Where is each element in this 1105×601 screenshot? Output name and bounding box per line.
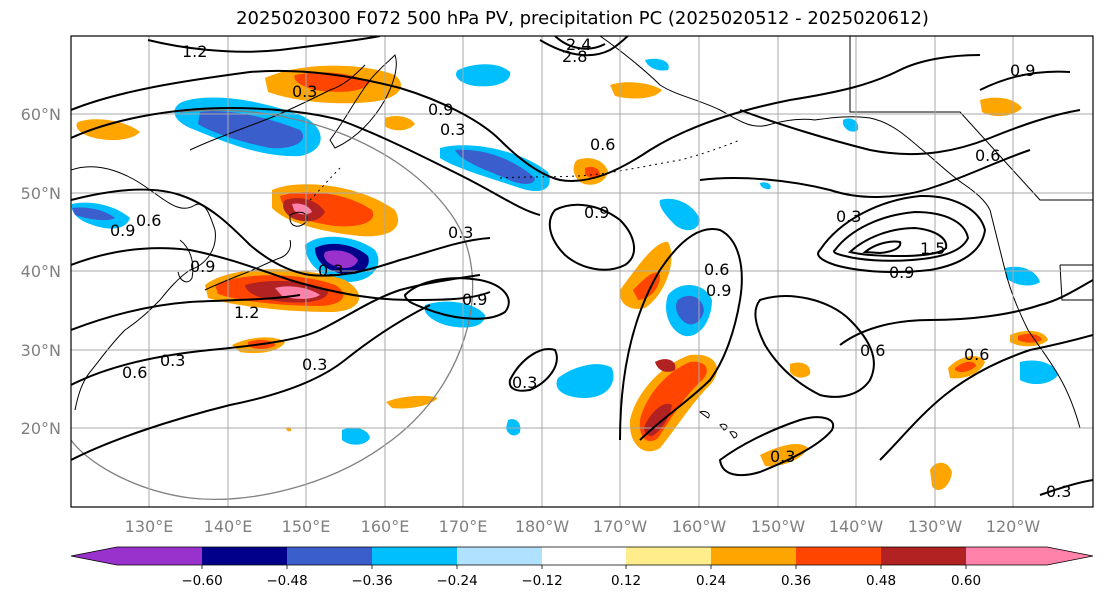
- lon-label: 140°E: [204, 517, 253, 536]
- latitude-labels: 60°N 50°N 40°N 30°N 20°N: [21, 105, 61, 438]
- lon-label: 170°W: [593, 517, 648, 536]
- colorbar-segment: [542, 547, 626, 565]
- lat-label: 20°N: [21, 419, 61, 438]
- colorbar-segment: [796, 547, 881, 565]
- pv-contours: [71, 36, 1093, 496]
- contour-label: 1.2: [182, 42, 207, 61]
- lon-label: 160°E: [361, 517, 410, 536]
- colorbar-segment: [71, 547, 117, 565]
- colorbar-tick-label: −0.24: [436, 573, 477, 589]
- colorbar-outline: [70, 546, 1094, 566]
- contour-label: 0.3: [512, 373, 537, 392]
- contour-label: 2.4: [566, 35, 591, 54]
- contour-label: 0.3: [292, 82, 317, 101]
- colorbar-segment: [117, 547, 202, 565]
- contour-label: 0.9: [110, 221, 135, 240]
- lat-label: 60°N: [21, 105, 61, 124]
- contour-label: 0.6: [136, 211, 161, 230]
- colorbar-segment: [457, 547, 542, 565]
- lat-label: 30°N: [21, 341, 61, 360]
- colorbar-segment: [966, 547, 1047, 565]
- colorbar-tick-label: −0.36: [351, 573, 392, 589]
- colorbar-segment: [372, 547, 457, 565]
- contour-label: 0.6: [122, 363, 147, 382]
- colorbar-tick-label: −0.48: [266, 573, 307, 589]
- contour-label: 0.9: [1010, 61, 1035, 80]
- lon-label: 150°E: [282, 517, 331, 536]
- lon-label: 170°E: [439, 517, 488, 536]
- contour-label: 0.3: [318, 261, 343, 280]
- colorbar-tick-label: 0.36: [781, 573, 811, 589]
- contour-label: 0.3: [770, 447, 795, 466]
- colorbar-segment: [287, 547, 372, 565]
- contour-label: 0.3: [1046, 482, 1071, 501]
- precip-shading: [71, 58, 1058, 490]
- colorbar-tick-label: 0.24: [696, 573, 726, 589]
- colorbar-tick-label: −0.12: [521, 573, 562, 589]
- contour-label-group: 1.2 0.3 0.9 0.6 0.9 0.6 0.3 0.9 0.3 0.9 …: [110, 35, 1071, 501]
- contour-label: 0.3: [440, 120, 465, 139]
- colorbar-segment: [711, 547, 796, 565]
- colorbar-segment: [881, 547, 966, 565]
- lon-label: 120°W: [986, 517, 1041, 536]
- map-title: 2025020300 F072 500 hPa PV, precipitatio…: [236, 8, 929, 29]
- colorbar-segment: [626, 547, 711, 565]
- colorbar-tick-label: 0.48: [866, 573, 896, 589]
- contour-label: 0.6: [975, 146, 1000, 165]
- contour-label: 0.3: [160, 351, 185, 370]
- reference-circle: [71, 109, 474, 501]
- contour-label: 0.6: [704, 260, 729, 279]
- longitude-labels: 130°E 140°E 150°E 160°E 170°E 180°W 170°…: [125, 517, 1041, 536]
- colorbar-segment: [202, 547, 287, 565]
- lon-label: 150°W: [751, 517, 806, 536]
- contour-label: 0.6: [964, 345, 989, 364]
- colorbar-segment: [1047, 547, 1093, 565]
- contour-label: 0.9: [584, 203, 609, 222]
- lon-label: 130°W: [908, 517, 963, 536]
- contour-label: 0.9: [190, 257, 215, 276]
- lon-label: 130°E: [125, 517, 174, 536]
- contour-label: 0.6: [860, 341, 885, 360]
- contour-label: 0.9: [889, 263, 914, 282]
- contour-label: 1.2: [234, 303, 259, 322]
- colorbar: −0.60 −0.48 −0.36 −0.24 −0.12 0.12 0.24 …: [70, 546, 1094, 589]
- lat-label: 40°N: [21, 262, 61, 281]
- lon-label: 140°W: [829, 517, 884, 536]
- lat-label: 50°N: [21, 184, 61, 203]
- lon-label: 180°W: [515, 517, 570, 536]
- map-frame: [70, 35, 1094, 508]
- lon-label: 160°W: [672, 517, 727, 536]
- contour-label: 2.8: [562, 47, 587, 66]
- contour-label: 0.9: [462, 290, 487, 309]
- contour-label: 0.9: [706, 281, 731, 300]
- contour-label: 0.9: [428, 100, 453, 119]
- contour-label: 0.3: [448, 223, 473, 242]
- colorbar-tick-label: 0.60: [951, 573, 981, 589]
- contour-label: 1.5: [920, 239, 945, 258]
- contour-label: 0.6: [590, 135, 615, 154]
- colorbar-tick-label: −0.60: [181, 573, 222, 589]
- colorbar-tick-label: 0.12: [611, 573, 641, 589]
- contour-label: 0.3: [836, 207, 861, 226]
- contour-label: 0.3: [302, 355, 327, 374]
